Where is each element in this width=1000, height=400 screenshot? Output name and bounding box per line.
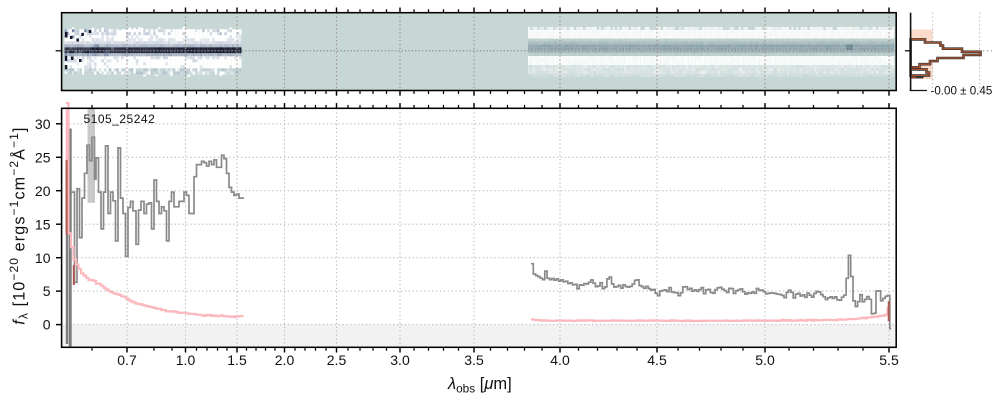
svg-text:fλ [10−20 ergs−1cm−2Å−1]: fλ [10−20 ergs−1cm−2Å−1]: [7, 126, 31, 324]
svg-text:2.0: 2.0: [275, 352, 295, 368]
svg-text:4.5: 4.5: [647, 352, 667, 368]
svg-text:5: 5: [43, 283, 51, 299]
svg-text:30: 30: [35, 116, 51, 132]
svg-text:1.5: 1.5: [227, 352, 247, 368]
svg-text:-0.00 ± 0.45: -0.00 ± 0.45: [931, 84, 993, 97]
svg-text:3.0: 3.0: [390, 352, 410, 368]
svg-text:5.0: 5.0: [755, 352, 775, 368]
svg-text:2.5: 2.5: [327, 352, 347, 368]
svg-text:1.0: 1.0: [176, 352, 196, 368]
svg-text:15: 15: [35, 216, 51, 232]
svg-text:4.0: 4.0: [550, 352, 570, 368]
svg-text:0: 0: [43, 317, 51, 333]
svg-text:20: 20: [35, 183, 51, 199]
svg-text:25: 25: [35, 149, 51, 165]
svg-text:5.5: 5.5: [879, 352, 899, 368]
svg-text:10: 10: [35, 250, 51, 266]
svg-text:3.5: 3.5: [464, 352, 484, 368]
svg-text:5105_25242: 5105_25242: [84, 112, 156, 126]
svg-text:0.7: 0.7: [117, 352, 137, 368]
svg-text:λobs [μm]: λobs [μm]: [447, 375, 512, 396]
